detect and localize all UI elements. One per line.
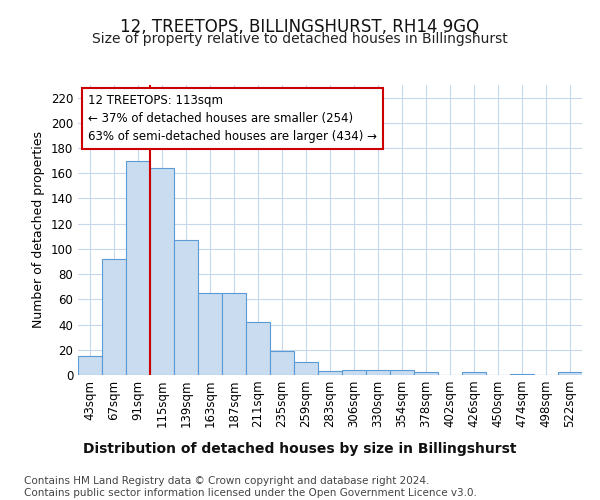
Bar [126, 160, 150, 375]
Y-axis label: Number of detached properties: Number of detached properties [32, 132, 45, 328]
Bar [558, 372, 582, 375]
Text: 12, TREETOPS, BILLINGSHURST, RH14 9GQ: 12, TREETOPS, BILLINGSHURST, RH14 9GQ [121, 18, 479, 36]
Bar [78, 356, 102, 375]
Bar [102, 259, 126, 375]
Bar [270, 351, 294, 375]
Bar [462, 372, 486, 375]
Text: 12 TREETOPS: 113sqm
← 37% of detached houses are smaller (254)
63% of semi-detac: 12 TREETOPS: 113sqm ← 37% of detached ho… [88, 94, 377, 142]
Bar [414, 372, 438, 375]
Bar [342, 370, 366, 375]
Bar [246, 322, 270, 375]
Bar [366, 370, 390, 375]
Bar [318, 371, 342, 375]
Bar [390, 370, 414, 375]
Bar [198, 293, 222, 375]
Bar [222, 293, 246, 375]
Bar [510, 374, 534, 375]
Text: Size of property relative to detached houses in Billingshurst: Size of property relative to detached ho… [92, 32, 508, 46]
Text: Distribution of detached houses by size in Billingshurst: Distribution of detached houses by size … [83, 442, 517, 456]
Bar [150, 168, 174, 375]
Bar [294, 362, 318, 375]
Text: Contains HM Land Registry data © Crown copyright and database right 2024.
Contai: Contains HM Land Registry data © Crown c… [24, 476, 477, 498]
Bar [174, 240, 198, 375]
